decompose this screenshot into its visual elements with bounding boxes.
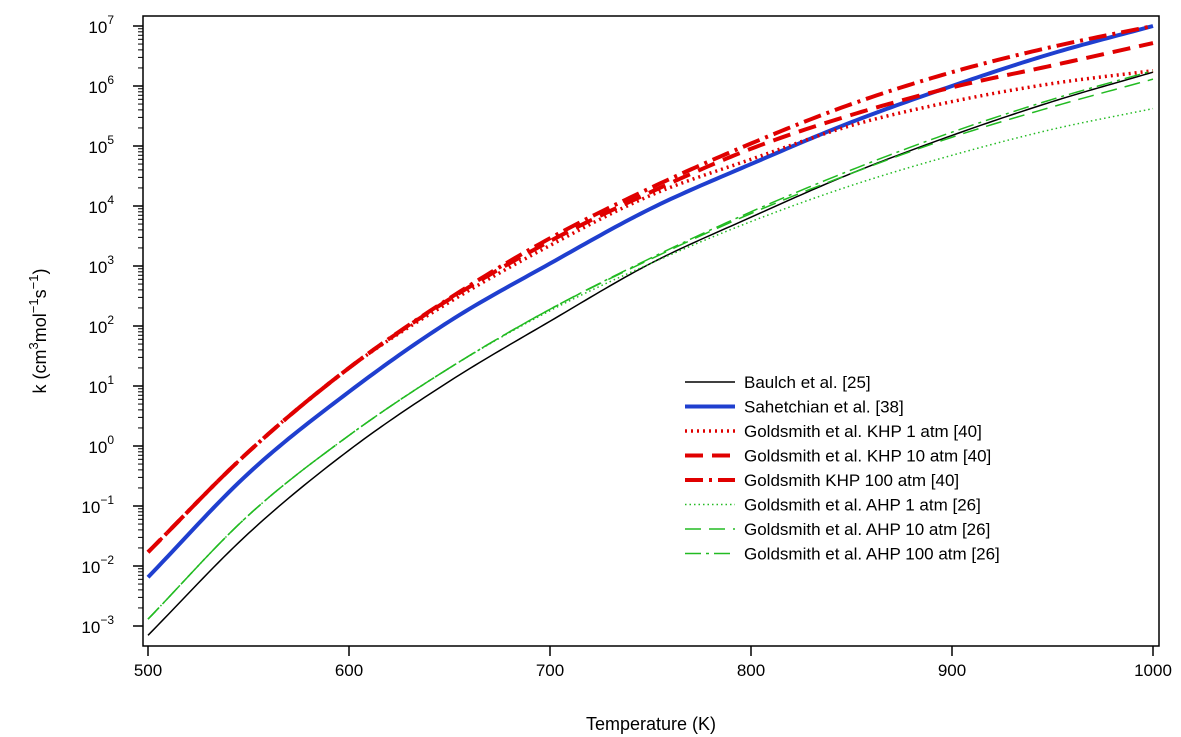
legend-label-8: Goldsmith et al. AHP 100 atm [26] [744, 545, 1000, 564]
series-line-6 [147, 107, 1154, 620]
y-tick-label: 103 [88, 253, 114, 277]
y-tick-label: 105 [88, 133, 114, 157]
y-axis: 10−3 10−2 10−1 100 101 102 103 104 105 106 107 [81, 13, 143, 637]
x-tick-label: 700 [536, 661, 564, 680]
legend-label-5: Goldsmith KHP 100 atm [40] [744, 471, 959, 490]
y-tick-label: 10−1 [81, 493, 114, 517]
series-line-7 [147, 78, 1154, 620]
series-line-1 [147, 71, 1154, 636]
x-tick-label: 500 [134, 661, 162, 680]
legend-label-4: Goldsmith et al. KHP 10 atm [40] [744, 447, 991, 466]
y-tick-label: 104 [88, 193, 114, 217]
y-tick-label: 107 [88, 13, 114, 37]
legend-label-2: Sahetchian et al. [38] [744, 398, 904, 417]
x-tick-label: 800 [737, 661, 765, 680]
series-line-8 [147, 69, 1154, 620]
y-tick-label: 106 [88, 73, 114, 97]
series-line-5 [146, 24, 1154, 554]
plot-frame [142, 15, 1160, 647]
series-line-2 [146, 24, 1154, 579]
x-axis: 500 600 700 800 900 1000 [134, 646, 1172, 680]
series-line-4 [146, 41, 1154, 554]
legend: Baulch et al. [25] Sahetchian et al. [38]… [685, 373, 1000, 564]
legend-label-3: Goldsmith et al. KHP 1 atm [40] [744, 422, 982, 441]
y-tick-label: 10−3 [81, 613, 114, 637]
y-tick-label: 102 [88, 313, 114, 337]
y-tick-label: 10−2 [81, 553, 114, 577]
series-line-3 [146, 68, 1154, 554]
legend-label-6: Goldsmith et al. AHP 1 atm [26] [744, 496, 981, 515]
legend-label-7: Goldsmith et al. AHP 10 atm [26] [744, 520, 990, 539]
y-tick-label: 101 [88, 373, 114, 397]
series-layer [146, 24, 1154, 636]
x-tick-label: 600 [335, 661, 363, 680]
x-tick-label: 900 [938, 661, 966, 680]
y-axis-label: k (cm3mol−1s−1) [26, 269, 50, 394]
legend-label-1: Baulch et al. [25] [744, 373, 871, 392]
x-tick-label: 1000 [1134, 661, 1172, 680]
x-axis-label: Temperature (K) [586, 714, 716, 734]
y-tick-label: 100 [88, 433, 114, 457]
